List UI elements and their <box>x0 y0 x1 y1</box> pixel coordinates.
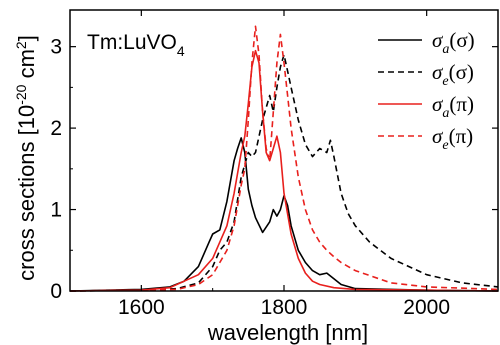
legend-label: σe(σ) <box>432 60 474 89</box>
y-axis-label: cross sections [10-20 cm2] <box>13 35 39 281</box>
series-line-3 <box>69 49 499 292</box>
legend-symbol: σ <box>432 92 444 116</box>
legend: σa(σ)σe(σ)σa(π)σe(π) <box>378 28 475 153</box>
legend-symbol: σ <box>432 124 444 148</box>
series-line-4 <box>69 25 499 292</box>
legend-label: σe(π) <box>432 124 473 153</box>
x-axis-label: wavelength [nm] <box>207 320 368 345</box>
series-line-2 <box>69 54 499 292</box>
legend-subscript: a <box>442 106 449 121</box>
x-tick-label: 1800 <box>261 296 308 319</box>
y-tick-label: 1 <box>50 199 62 222</box>
y-axis-label-main: cross sections [10 <box>14 105 39 281</box>
series-line-1 <box>69 137 499 292</box>
y-tick-label: 2 <box>50 117 62 140</box>
y-axis-label-end: ] <box>14 35 39 41</box>
y-axis-label-unit: cm <box>14 49 39 84</box>
legend-symbol: σ <box>432 60 444 84</box>
y-tick-label: 0 <box>50 280 62 303</box>
legend-label: σa(σ) <box>432 28 475 57</box>
legend-subscript: e <box>442 138 448 153</box>
material-annotation: Tm:LuVO4 <box>87 31 185 59</box>
legend-subscript: a <box>442 42 449 57</box>
material-annotation-main: Tm:LuVO <box>87 31 177 54</box>
y-axis-label-unit-exponent: 2 <box>13 41 29 49</box>
x-tick-label: 1600 <box>118 296 165 319</box>
material-annotation-subscript: 4 <box>177 43 185 59</box>
legend-symbol: σ <box>432 28 444 52</box>
legend-polarization: (σ) <box>449 28 474 52</box>
axes-layer: 1600 1800 2000 0 1 2 3 <box>50 9 499 319</box>
y-axis-label-exponent: -20 <box>13 84 29 104</box>
legend-polarization: (π) <box>449 124 474 148</box>
series-layer <box>69 25 499 292</box>
legend-polarization: (σ) <box>449 60 474 84</box>
legend-label: σa(π) <box>432 92 474 121</box>
legend-polarization: (π) <box>449 92 474 116</box>
y-tick-label: 3 <box>50 36 62 59</box>
legend-subscript: e <box>442 74 448 89</box>
x-tick-label: 2000 <box>403 296 450 319</box>
